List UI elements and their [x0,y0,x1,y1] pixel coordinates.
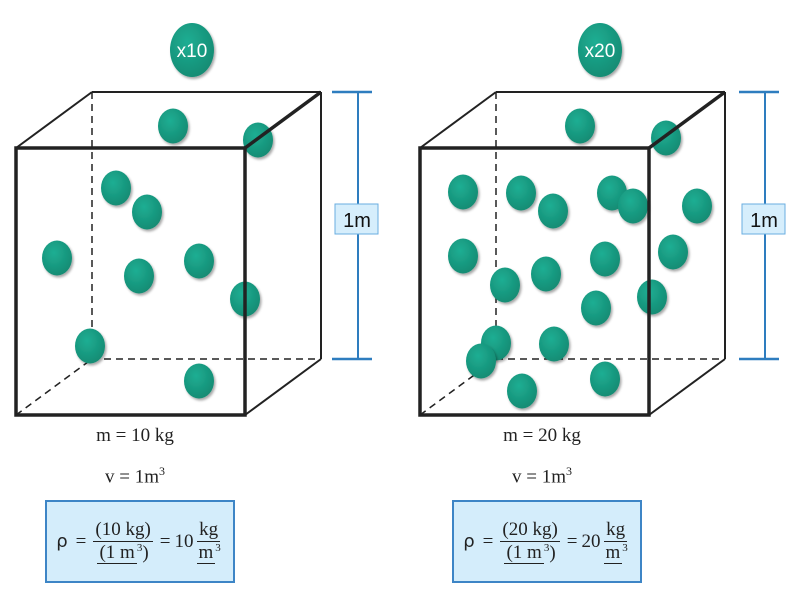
height-label: 1m [343,210,371,232]
count-badge-label: x10 [177,41,208,62]
particle-ball [75,328,105,364]
particle-ball [448,174,478,210]
particle-ball [124,258,154,294]
density-formula-1: ρ = (10 kg) (1 m 3) = 10 kg m 3 [45,500,235,583]
particle-ball [682,188,712,224]
particle-ball [507,373,537,409]
mass-label-2: m = 20 kg [503,425,581,446]
cube-edge [419,91,497,149]
particle-ball [42,240,72,276]
particle-ball [590,361,620,397]
particle-ball [101,170,131,206]
particle-ball [490,267,520,303]
height-label: 1m [750,210,778,232]
particle-ball [658,234,688,270]
particle-ball [565,108,595,144]
height-label-box [334,203,379,235]
particle-ball [184,243,214,279]
mass-label-1: m = 10 kg [96,425,174,446]
cube-edge [15,91,93,149]
hidden-edge [15,358,93,416]
cube-front-face [14,146,247,417]
particle-ball [618,188,648,224]
cube-edge [243,90,323,150]
particle-ball [581,290,611,326]
particle-ball [506,175,536,211]
cube-edge [244,358,322,416]
cube-edge [647,90,727,150]
cube-front-face [418,146,651,417]
count-badge [170,23,214,77]
particle-ball [590,241,620,277]
cube-edge [648,358,726,416]
particle-ball [466,343,496,379]
count-badge [578,23,622,77]
particle-ball [448,238,478,274]
particle-ball [158,108,188,144]
count-badge-label: x20 [585,41,616,62]
volume-label-1: v = 1m3 [105,464,165,488]
particle-ball [637,279,667,315]
particle-ball [184,363,214,399]
density-formula-2: ρ = (20 kg) (1 m 3) = 20 kg m 3 [452,500,642,583]
particle-ball [531,256,561,292]
particle-ball [539,326,569,362]
particle-ball [132,194,162,230]
volume-label-2: v = 1m3 [512,464,572,488]
particle-ball [538,193,568,229]
height-label-box [741,203,786,235]
